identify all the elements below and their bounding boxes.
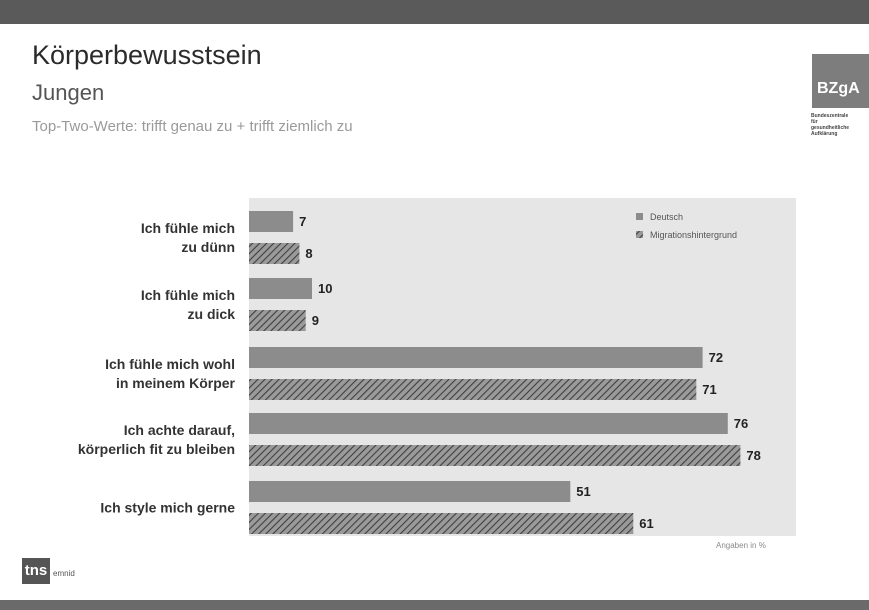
- bzga-logo-line: Aufklärung: [811, 131, 838, 137]
- legend-swatch: [636, 213, 643, 220]
- bzga-logo-subtitle: Bundeszentrale für gesundheitliche Aufkl…: [811, 113, 869, 137]
- data-label: 10: [318, 281, 332, 296]
- data-label: 61: [639, 516, 653, 531]
- bzga-logo-line: Bundeszentrale: [811, 113, 849, 119]
- slide-subtitle: Jungen: [32, 80, 105, 105]
- category-label: zu dünn: [181, 239, 235, 255]
- bzga-logo-line: gesundheitliche: [811, 125, 850, 131]
- bzga-logo-line: für: [811, 119, 818, 125]
- category-label: Ich fühle mich: [141, 220, 235, 236]
- data-label: 8: [305, 246, 312, 261]
- bar-deutsch: [249, 347, 703, 368]
- top-band: [0, 0, 869, 24]
- category-label: in meinem Körper: [116, 375, 236, 391]
- data-label: 72: [709, 350, 723, 365]
- bar-migration: [249, 379, 697, 400]
- legend-label: Deutsch: [650, 212, 683, 222]
- bar-deutsch: [249, 413, 728, 434]
- category-label: Ich achte darauf,: [124, 422, 235, 438]
- data-label: 51: [576, 484, 590, 499]
- bar-migration: [249, 513, 634, 534]
- category-label: Ich style mich gerne: [100, 500, 235, 516]
- units-note: Angaben in %: [716, 541, 766, 550]
- bottom-band: [0, 600, 869, 610]
- bar-deutsch: [249, 481, 571, 502]
- tns-logo-subtitle: emnid: [53, 569, 75, 578]
- category-label: Ich fühle mich wohl: [105, 356, 235, 372]
- bar-migration: [249, 310, 306, 331]
- slide-description: Top-Two-Werte: trifft genau zu + trifft …: [32, 118, 353, 135]
- legend-swatch: [636, 231, 643, 238]
- data-label: 78: [746, 448, 760, 463]
- category-label: zu dick: [188, 306, 236, 322]
- bar-migration: [249, 445, 741, 466]
- category-label: Ich fühle mich: [141, 287, 235, 303]
- data-label: 9: [312, 313, 319, 328]
- bzga-logo: BZgA: [812, 54, 869, 108]
- category-label: körperlich fit zu bleiben: [78, 441, 235, 457]
- legend-label: Migrationshintergrund: [650, 230, 737, 240]
- bar-migration: [249, 243, 300, 264]
- tns-logo: tns: [22, 558, 50, 584]
- slide-title: Körperbewusstsein: [32, 40, 262, 70]
- bar-deutsch: [249, 278, 312, 299]
- bar-deutsch: [249, 211, 294, 232]
- data-label: 71: [702, 382, 716, 397]
- data-label: 76: [734, 416, 748, 431]
- data-label: 7: [299, 214, 306, 229]
